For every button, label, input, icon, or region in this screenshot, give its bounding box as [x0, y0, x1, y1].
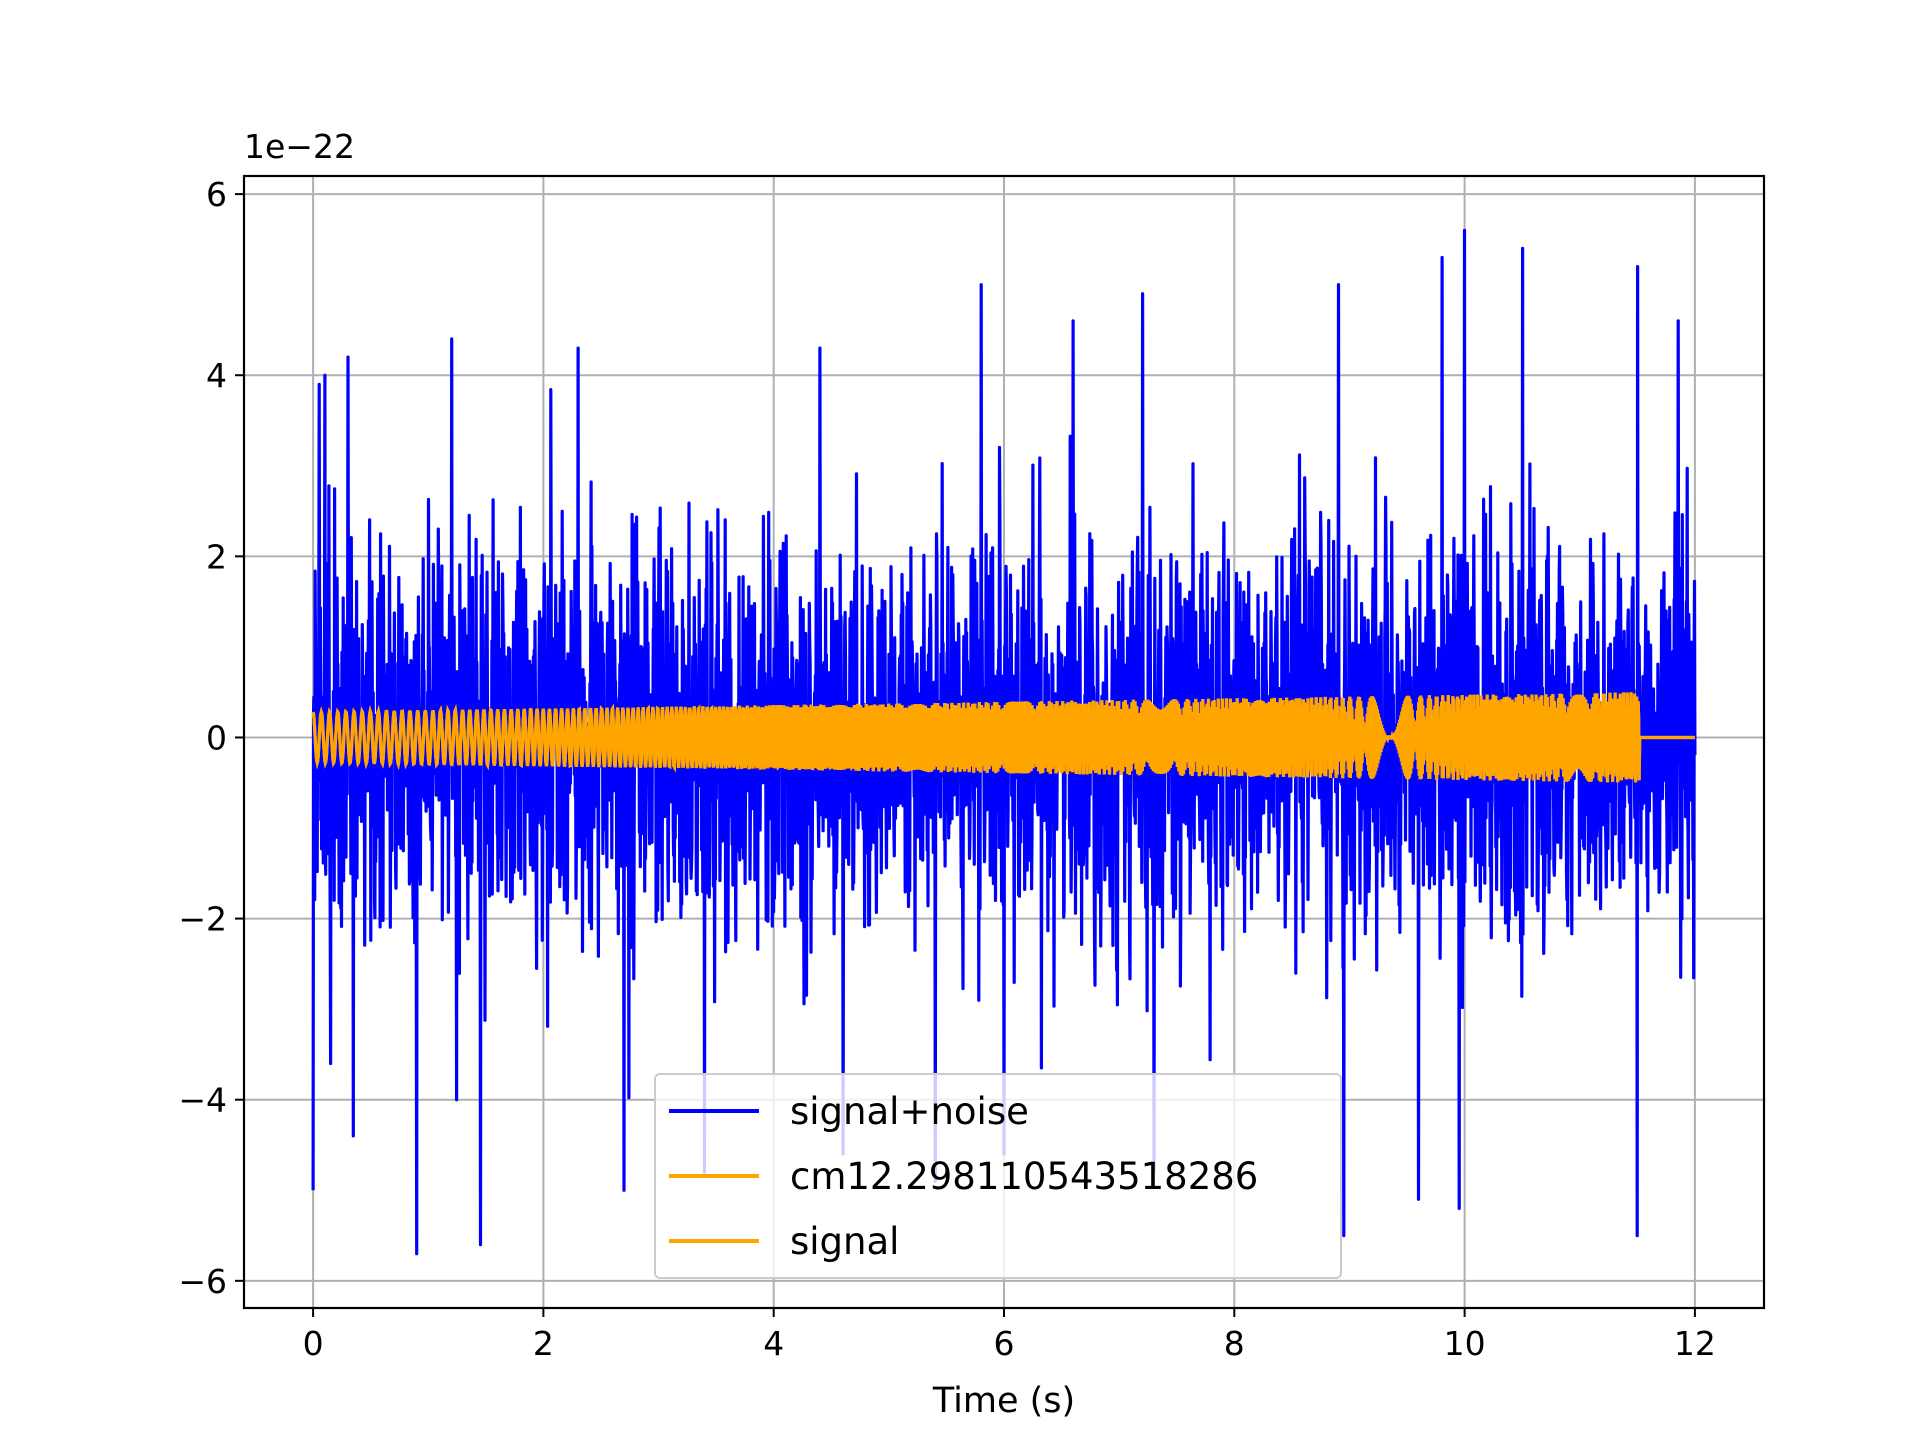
y-tick-label: 6 — [206, 175, 227, 214]
y-tick-label: 4 — [206, 356, 227, 395]
legend-label: signal+noise — [790, 1090, 1029, 1133]
x-tick-label: 12 — [1674, 1324, 1716, 1363]
legend-box — [654, 1073, 1342, 1279]
y-tick-label: −2 — [178, 900, 227, 939]
series-signal-line — [311, 692, 1695, 783]
y-tick-label: −4 — [178, 1081, 227, 1120]
y-tick-label: −6 — [178, 1262, 227, 1301]
ticks: 0 2 4 6 8 10 12 −6 −4 −2 0 2 4 6 — [178, 175, 1716, 1363]
legend-label: signal — [790, 1220, 899, 1263]
x-tick-label: 8 — [1224, 1324, 1245, 1363]
y-axis-offset-label: 1e−22 — [244, 127, 355, 166]
legend: signal+noise cm12.298110543518286 signal — [654, 1073, 1342, 1279]
legend-label: cm12.298110543518286 — [790, 1155, 1258, 1198]
x-tick-label: 10 — [1444, 1324, 1486, 1363]
x-axis-label: Time (s) — [932, 1381, 1075, 1421]
x-tick-label: 0 — [303, 1324, 324, 1363]
y-tick-label: 2 — [206, 537, 227, 576]
y-tick-label: 0 — [206, 718, 227, 757]
x-tick-label: 4 — [763, 1324, 784, 1363]
x-tick-label: 2 — [533, 1324, 554, 1363]
x-tick-label: 6 — [994, 1324, 1015, 1363]
